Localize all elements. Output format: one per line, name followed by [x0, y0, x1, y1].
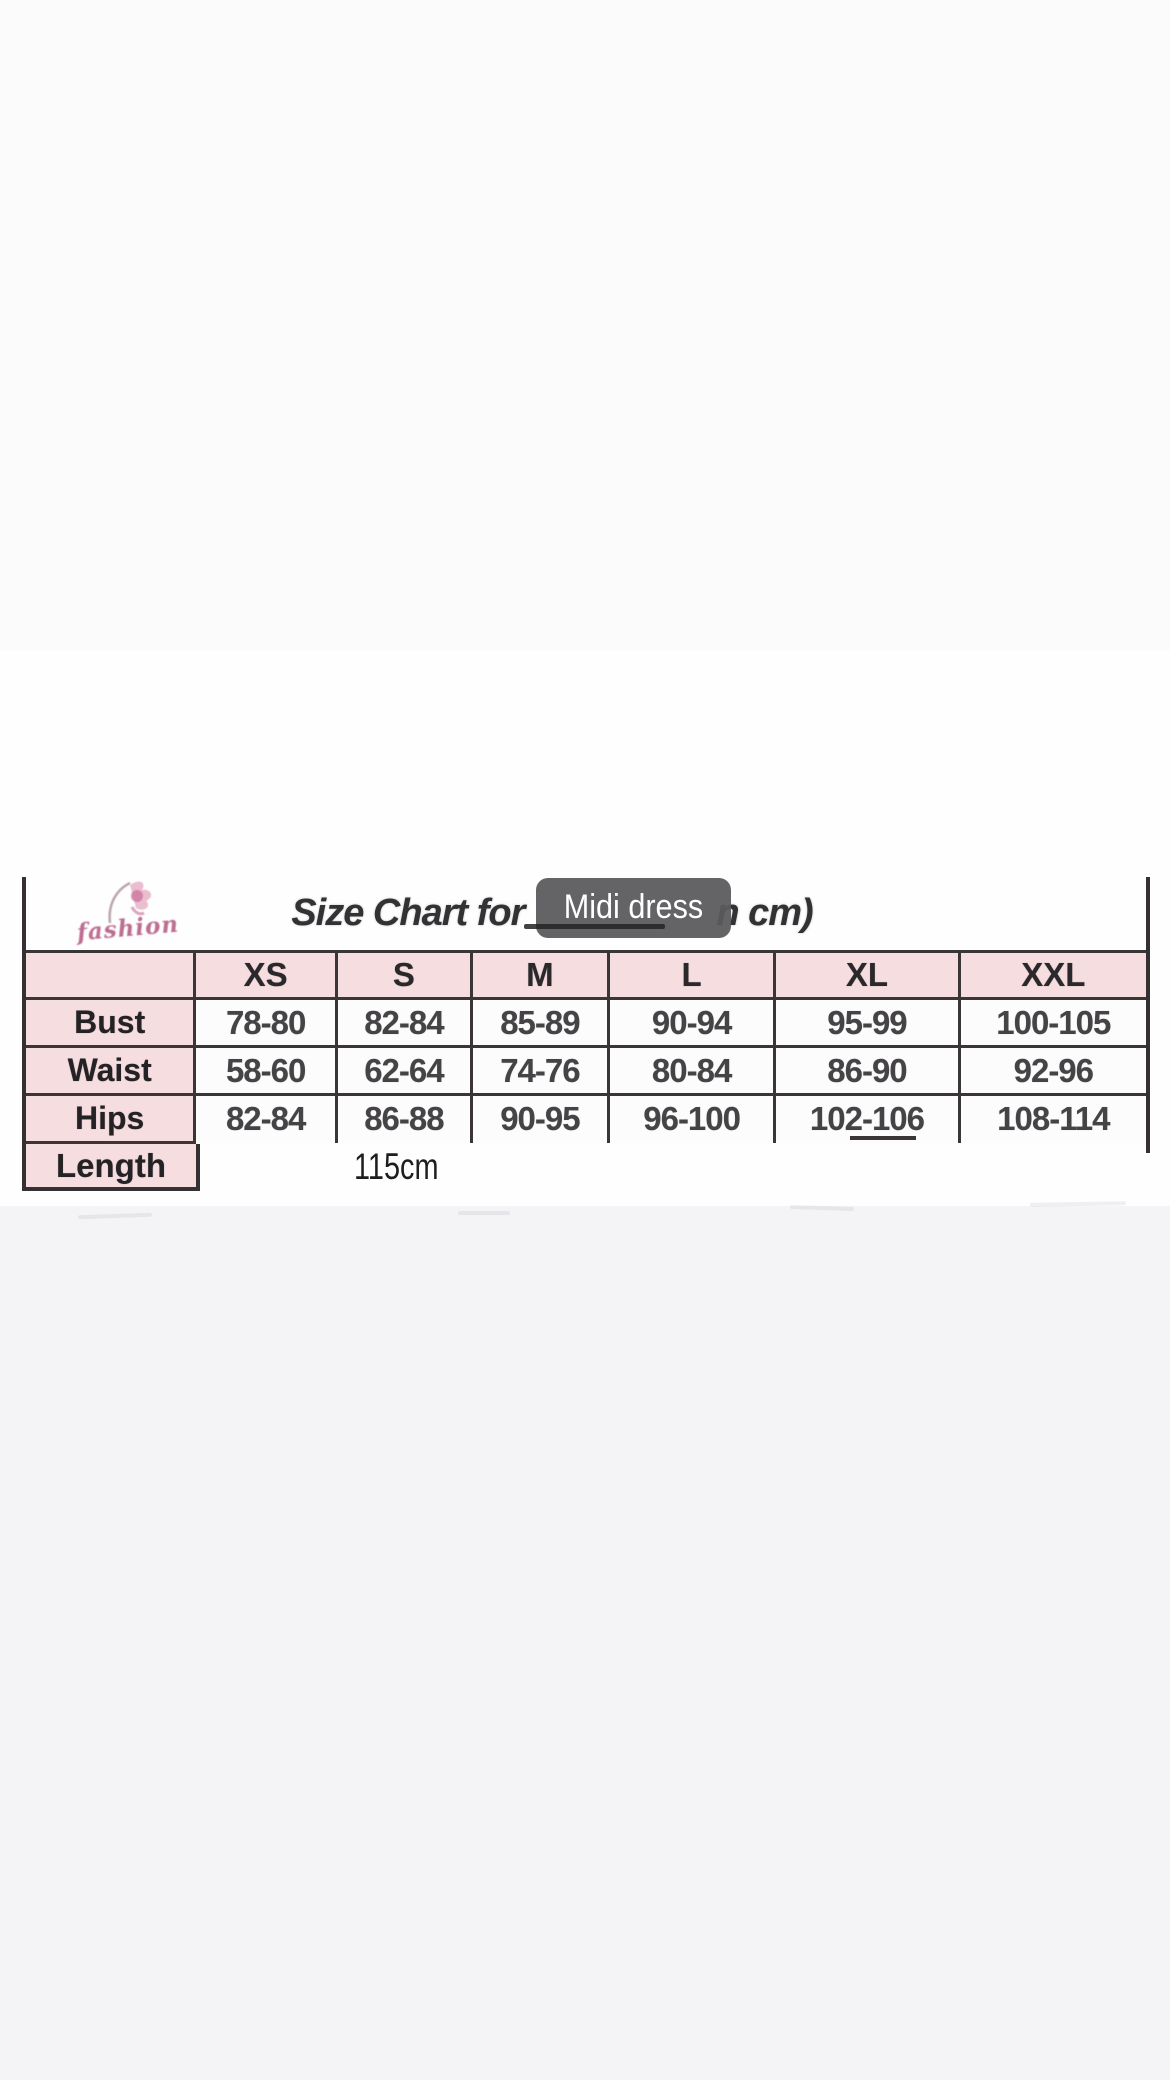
- chart-title: Size Chart for Midi dress n cm): [0, 877, 1112, 950]
- value-cell: 86-90: [773, 1045, 961, 1096]
- size-chart: fashion Size Chart for Midi dress n cm): [22, 877, 1150, 1191]
- value-cell: 82-84: [334, 997, 473, 1048]
- size-column-header-m: M: [469, 950, 610, 1000]
- erased-border-remnant: [850, 1136, 916, 1140]
- title-suffix: n cm): [716, 892, 813, 934]
- value-cell: 58-60: [193, 1045, 338, 1096]
- measurement-row-hips: Hips 82-84 86-88 90-95 96-100 102-106 10…: [22, 1093, 1150, 1144]
- erased-border-remnant: [1146, 1136, 1150, 1153]
- value-cell: 100-105: [957, 997, 1150, 1048]
- size-column-header-s: S: [334, 950, 473, 1000]
- corner-cell: [22, 950, 197, 1000]
- fashion-logo-icon: [108, 881, 152, 924]
- value-cell: 102-106: [773, 1093, 961, 1143]
- value-cell: 90-95: [469, 1093, 610, 1143]
- title-prefix: Size Chart for: [291, 892, 525, 934]
- measurement-row-waist: Waist 58-60 62-64 74-76 80-84 86-90 92-9…: [22, 1045, 1150, 1096]
- page-background-top: [0, 0, 1170, 650]
- overlay-tag-label: Midi dress: [564, 888, 704, 926]
- row-label-bust: Bust: [22, 997, 197, 1048]
- value-cell: 96-100: [606, 1093, 777, 1143]
- row-label-waist: Waist: [22, 1045, 197, 1096]
- row-label-length: Length: [22, 1144, 200, 1191]
- value-cell: 78-80: [193, 997, 338, 1048]
- value-cell: 62-64: [334, 1045, 473, 1096]
- photo-edit-smudge: [458, 1211, 510, 1215]
- size-column-header-xs: XS: [193, 950, 338, 1000]
- size-header-row: XS S M L XL XXL: [22, 950, 1150, 1000]
- measurement-row-bust: Bust 78-80 82-84 85-89 90-94 95-99 100-1…: [22, 997, 1150, 1048]
- value-cell: 86-88: [334, 1093, 473, 1143]
- size-column-header-l: L: [606, 950, 777, 1000]
- chart-title-bar: fashion Size Chart for Midi dress n cm): [22, 877, 1150, 950]
- midi-dress-overlay-tag: Midi dress: [524, 877, 732, 938]
- page-background-bottom: [0, 1206, 1170, 2080]
- overlay-underline: [524, 923, 665, 929]
- value-cell: 80-84: [606, 1045, 777, 1096]
- value-cell: 108-114: [957, 1093, 1150, 1143]
- size-column-header-xxl: XXL: [957, 950, 1150, 1000]
- measurement-row-length: Length 115cm: [22, 1144, 1150, 1191]
- value-cell: 92-96: [957, 1045, 1150, 1096]
- value-cell: 74-76: [469, 1045, 610, 1096]
- size-column-header-xl: XL: [773, 950, 961, 1000]
- value-cell: 82-84: [193, 1093, 338, 1143]
- row-label-hips: Hips: [22, 1093, 197, 1144]
- length-value: 115cm: [354, 1146, 439, 1187]
- brand-logo: fashion: [68, 877, 188, 946]
- value-cell: 95-99: [773, 997, 961, 1048]
- size-table: XS S M L XL XXL Bust 78-80 82-84 85-89 9…: [22, 950, 1150, 1144]
- value-cell: 85-89: [469, 997, 610, 1048]
- size-chart-photo: fashion Size Chart for Midi dress n cm): [0, 650, 1170, 1206]
- value-cell: 90-94: [606, 997, 777, 1048]
